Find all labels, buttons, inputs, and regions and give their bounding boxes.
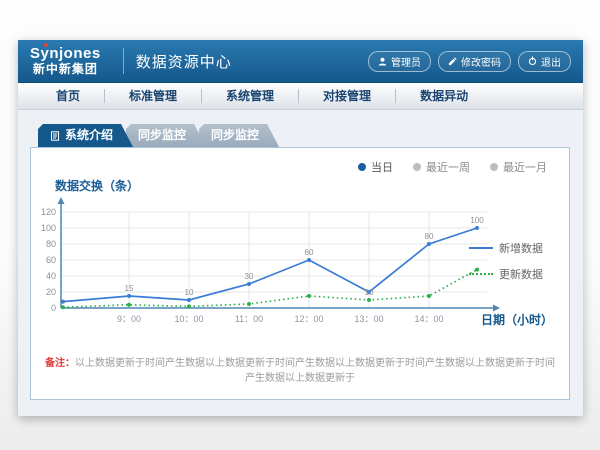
- radio-label: 最近一月: [503, 162, 547, 174]
- power-icon: [528, 56, 537, 66]
- logo-red-dot-icon: [44, 42, 48, 47]
- header-divider: [122, 48, 124, 74]
- nav-item-standard-mgmt[interactable]: 标准管理: [129, 88, 178, 103]
- chart-legend: 新增数据 更新数据: [469, 240, 557, 292]
- user-actions: 管理员 修改密码 退出: [368, 50, 571, 72]
- svg-text:80: 80: [425, 232, 434, 241]
- blue-solid-line-icon: [469, 247, 493, 249]
- nav-divider: [298, 89, 300, 103]
- svg-text:13：00: 13：00: [354, 314, 383, 324]
- svg-text:80: 80: [46, 239, 56, 249]
- svg-text:9：00: 9：00: [117, 314, 141, 324]
- green-dotted-line-icon: [469, 273, 493, 275]
- time-range-filter: 当日 最近一周 最近一月: [358, 159, 547, 175]
- radio-last-month[interactable]: 最近一月: [490, 159, 547, 175]
- company-logo: Synjones 新中新集团: [30, 42, 101, 77]
- logo-brand-text: Synjones: [30, 42, 101, 62]
- radio-dot-icon: [490, 163, 498, 171]
- nav-divider: [395, 89, 397, 103]
- svg-text:10: 10: [185, 288, 194, 297]
- svg-text:12：00: 12：00: [294, 314, 323, 324]
- change-password-button[interactable]: 修改密码: [438, 50, 511, 72]
- tab-sync-monitor-2[interactable]: 同步监控: [199, 124, 279, 147]
- legend-item-updated-data: 更新数据: [469, 266, 557, 282]
- logout-label: 退出: [541, 57, 561, 69]
- main-navbar: 首页 标准管理 系统管理 对接管理 数据异动: [18, 83, 583, 110]
- svg-text:30: 30: [245, 272, 254, 281]
- current-user-label: 管理员: [391, 57, 421, 69]
- change-password-label: 修改密码: [461, 57, 501, 69]
- svg-text:60: 60: [305, 248, 314, 257]
- tab-system-intro[interactable]: 系统介绍: [38, 124, 133, 147]
- svg-text:100: 100: [41, 223, 56, 233]
- y-axis-title: 数据交换（条）: [55, 179, 140, 193]
- document-icon: [50, 131, 60, 141]
- svg-text:40: 40: [46, 271, 56, 281]
- nav-item-data-change[interactable]: 数据异动: [420, 88, 469, 103]
- nav-divider: [104, 89, 106, 103]
- nav-item-system-mgmt[interactable]: 系统管理: [226, 88, 275, 103]
- tab-sync-monitor-1[interactable]: 同步监控: [126, 124, 206, 147]
- current-user-button[interactable]: 管理员: [368, 50, 431, 72]
- svg-text:120: 120: [41, 207, 56, 217]
- footnote: 备注：以上数据更新于时间产生数据以上数据更新于时间产生数据以上数据更新于时间产生…: [41, 354, 559, 384]
- svg-text:15: 15: [125, 284, 134, 293]
- radio-label: 当日: [371, 162, 393, 174]
- nav-item-docking-mgmt[interactable]: 对接管理: [323, 88, 372, 103]
- svg-text:10：00: 10：00: [174, 314, 203, 324]
- svg-text:14：00: 14：00: [414, 314, 443, 324]
- nav-item-home[interactable]: 首页: [56, 88, 81, 103]
- app-header: Synjones 新中新集团 数据资源中心 管理员 修改密码 退出: [18, 40, 583, 83]
- legend-item-new-data: 新增数据: [469, 240, 557, 256]
- svg-text:0: 0: [51, 303, 56, 313]
- nav-divider: [201, 89, 203, 103]
- radio-today[interactable]: 当日: [358, 159, 393, 175]
- legend-label: 更新数据: [499, 269, 543, 281]
- svg-text:11：00: 11：00: [235, 314, 263, 324]
- svg-text:20: 20: [46, 287, 56, 297]
- person-icon: [378, 57, 387, 66]
- radio-last-week[interactable]: 最近一周: [413, 159, 470, 175]
- radio-dot-icon: [413, 163, 421, 171]
- tab-label: 系统介绍: [65, 128, 114, 142]
- line-chart-svg: 0 20 40 60 80 100 120 9：00 10：00 11：00 12：00 13：00 1…: [41, 197, 500, 324]
- x-axis-title: 日期（小时）: [480, 313, 553, 327]
- page-title: 数据资源中心: [135, 53, 232, 71]
- footnote-text: 以上数据更新于时间产生数据以上数据更新于时间产生数据以上数据更新于时间产生数据以…: [75, 358, 555, 384]
- tab-label: 同步监控: [138, 128, 187, 142]
- tab-label: 同步监控: [211, 128, 260, 142]
- app-window: Synjones 新中新集团 数据资源中心 管理员 修改密码 退出 首页 标准管…: [18, 40, 583, 416]
- footnote-label: 备注：: [45, 358, 75, 369]
- tab-bar: 系统介绍 同步监控 同步监控: [38, 124, 272, 147]
- pencil-icon: [448, 56, 457, 65]
- radio-dot-icon: [358, 163, 366, 171]
- content-area: 系统介绍 同步监控 同步监控 当日 最近一周: [18, 110, 583, 416]
- radio-label: 最近一周: [426, 162, 470, 174]
- svg-text:60: 60: [46, 255, 56, 265]
- logo-company-name: 新中新集团: [32, 62, 98, 77]
- svg-text:10: 10: [365, 288, 374, 297]
- svg-text:100: 100: [470, 216, 484, 225]
- logout-button[interactable]: 退出: [518, 50, 571, 72]
- chart-panel: 当日 最近一周 最近一月 数据交换（条） 0 20 40 60 80 100 120 9：00…: [30, 147, 570, 400]
- legend-label: 新增数据: [499, 243, 543, 255]
